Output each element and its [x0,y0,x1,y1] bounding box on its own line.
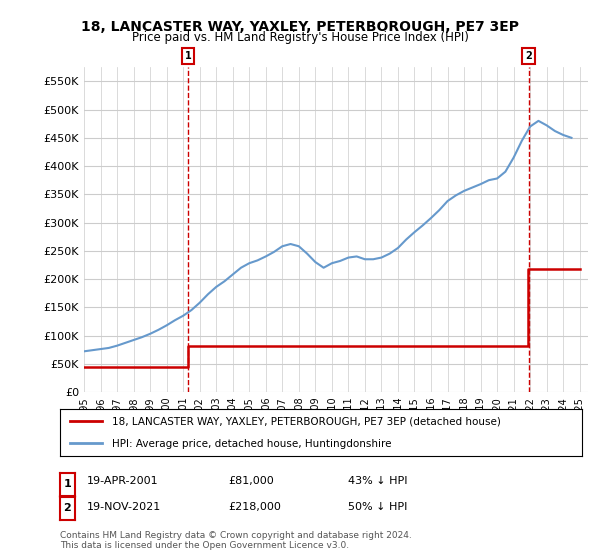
Text: 1: 1 [64,479,71,489]
Text: Price paid vs. HM Land Registry's House Price Index (HPI): Price paid vs. HM Land Registry's House … [131,31,469,44]
Text: Contains HM Land Registry data © Crown copyright and database right 2024.: Contains HM Land Registry data © Crown c… [60,531,412,540]
Text: HPI: Average price, detached house, Huntingdonshire: HPI: Average price, detached house, Hunt… [112,439,392,449]
Text: This data is licensed under the Open Government Licence v3.0.: This data is licensed under the Open Gov… [60,541,349,550]
Text: 43% ↓ HPI: 43% ↓ HPI [348,477,407,487]
Text: 19-APR-2001: 19-APR-2001 [87,477,158,487]
Text: 18, LANCASTER WAY, YAXLEY, PETERBOROUGH, PE7 3EP: 18, LANCASTER WAY, YAXLEY, PETERBOROUGH,… [81,20,519,34]
Text: 18, LANCASTER WAY, YAXLEY, PETERBOROUGH, PE7 3EP (detached house): 18, LANCASTER WAY, YAXLEY, PETERBOROUGH,… [112,417,501,427]
Text: £218,000: £218,000 [228,502,281,512]
Text: 19-NOV-2021: 19-NOV-2021 [87,502,161,512]
Text: 2: 2 [525,51,532,60]
Text: 1: 1 [185,51,191,60]
Text: £81,000: £81,000 [228,477,274,487]
Text: 50% ↓ HPI: 50% ↓ HPI [348,502,407,512]
Text: 2: 2 [64,503,71,514]
